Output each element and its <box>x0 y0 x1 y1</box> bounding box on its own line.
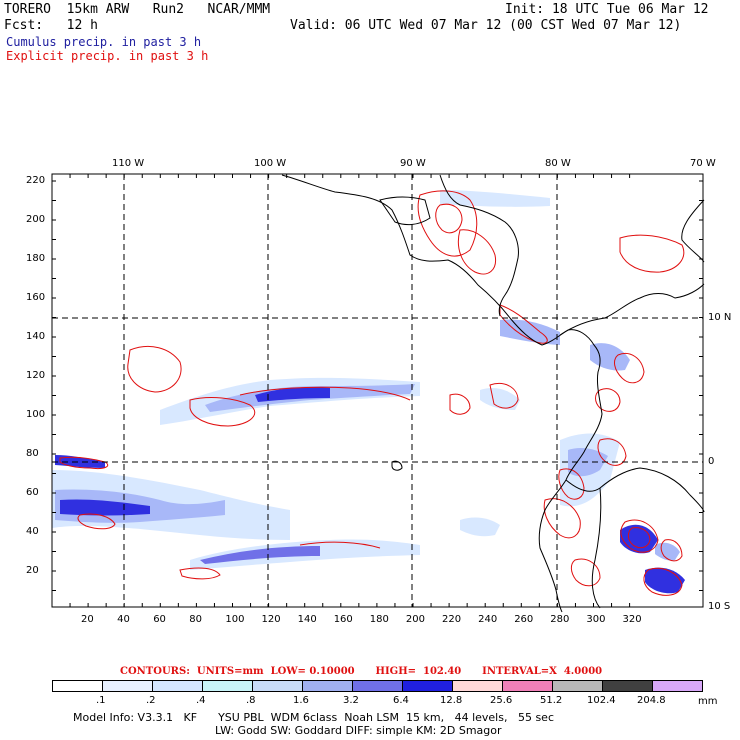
x-tick-label: 40 <box>117 614 130 625</box>
legend-label: 51.2 <box>540 695 563 706</box>
legend-swatch <box>402 680 453 692</box>
y-tick-label: 140 <box>26 331 46 342</box>
legend-swatch <box>152 680 203 692</box>
lat-label-10s: 10 S <box>708 601 731 612</box>
legend-label: 25.6 <box>490 695 513 706</box>
lat-label-0: 0 <box>708 456 715 467</box>
x-tick-label: 180 <box>369 614 389 625</box>
field-cumulus-label: Cumulus precip. in past 3 h <box>6 35 202 49</box>
explicit-precip-contours <box>59 190 685 596</box>
lon-label-90w: 90 W <box>400 158 426 169</box>
x-tick-label: 220 <box>442 614 462 625</box>
legend-label: 102.4 <box>587 695 616 706</box>
legend-swatch <box>452 680 503 692</box>
legend-swatch <box>502 680 553 692</box>
x-tick-label: 240 <box>478 614 498 625</box>
forecast-hour: Fcst: 12 h <box>4 18 98 33</box>
coastline <box>281 174 705 613</box>
legend-label: 1.6 <box>293 695 309 706</box>
y-tick-label: 40 <box>26 526 39 537</box>
legend-label: 3.2 <box>343 695 359 706</box>
legend-swatch <box>302 680 353 692</box>
legend-label: .4 <box>196 695 206 706</box>
lon-label-80w: 80 W <box>545 158 571 169</box>
legend-label: .8 <box>246 695 256 706</box>
y-tick-label: 220 <box>26 175 46 186</box>
legend-swatch <box>352 680 403 692</box>
legend-label: .1 <box>96 695 106 706</box>
x-tick-label: 120 <box>261 614 281 625</box>
y-tick-label: 120 <box>26 370 46 381</box>
y-tick-label: 200 <box>26 214 46 225</box>
y-tick-label: 60 <box>26 487 39 498</box>
valid-time: Valid: 06 UTC Wed 07 Mar 12 (00 CST Wed … <box>290 18 682 33</box>
x-tick-label: 200 <box>405 614 425 625</box>
x-tick-label: 300 <box>586 614 606 625</box>
legend-label: 12.8 <box>440 695 463 706</box>
legend-swatch <box>102 680 153 692</box>
model-info-line1: Model Info: V3.3.1 KF YSU PBL WDM 6class… <box>73 711 554 724</box>
legend-swatch <box>52 680 103 692</box>
legend-label: 204.8 <box>637 695 666 706</box>
legend-swatch <box>202 680 253 692</box>
x-tick-label: 260 <box>514 614 534 625</box>
y-tick-label: 20 <box>26 565 39 576</box>
lon-label-100w: 100 W <box>254 158 287 169</box>
cumulus-precip-field <box>52 190 685 594</box>
x-tick-label: 160 <box>333 614 353 625</box>
x-tick-label: 20 <box>81 614 94 625</box>
lon-label-70w: 70 W <box>690 158 716 169</box>
graticule <box>52 174 703 607</box>
legend-swatch <box>252 680 303 692</box>
model-info-line2: LW: Godd SW: Goddard DIFF: simple KM: 2D… <box>215 724 502 737</box>
x-tick-label: 60 <box>153 614 166 625</box>
legend-label: 6.4 <box>393 695 409 706</box>
legend-label: .2 <box>146 695 156 706</box>
x-tick-label: 80 <box>189 614 203 625</box>
y-tick-label: 180 <box>26 253 46 264</box>
field-explicit-label: Explicit precip. in past 3 h <box>6 49 209 63</box>
x-tick-label: 140 <box>297 614 317 625</box>
contour-info: CONTOURS: UNITS=mm LOW= 0.10000 HIGH= 10… <box>120 666 603 677</box>
init-time: Init: 18 UTC Tue 06 Mar 12 <box>505 2 709 17</box>
map-frame <box>51 173 704 608</box>
legend-swatch <box>652 680 703 692</box>
lat-label-10n: 10 N <box>708 312 732 323</box>
y-tick-label: 160 <box>26 292 46 303</box>
x-ticks <box>51 174 631 607</box>
x-tick-label: 280 <box>550 614 570 625</box>
y-tick-label: 80 <box>26 448 39 459</box>
legend-unit: mm <box>698 696 718 707</box>
legend-swatch <box>602 680 653 692</box>
y-tick-label: 100 <box>26 409 46 420</box>
y-ticks <box>52 180 703 591</box>
legend-swatch <box>552 680 603 692</box>
x-tick-label: 100 <box>225 614 245 625</box>
model-title: TORERO 15km ARW Run2 NCAR/MMM <box>4 2 271 17</box>
x-tick-label: 320 <box>622 614 642 625</box>
lon-label-110w: 110 W <box>112 158 145 169</box>
